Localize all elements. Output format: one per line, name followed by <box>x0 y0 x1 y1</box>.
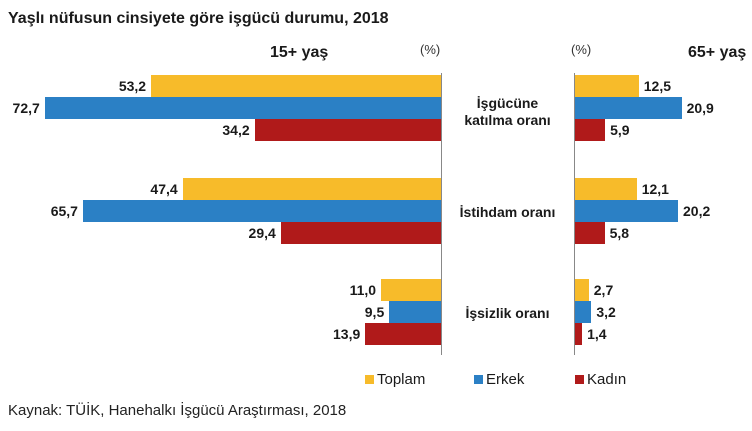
right-axis-line <box>574 73 575 355</box>
bar-erkek <box>44 97 441 119</box>
bar-toplam <box>381 279 441 301</box>
value-label: 5,9 <box>610 122 630 138</box>
value-label: 11,0 <box>349 282 377 298</box>
category-label-employment: İstihdam oranı <box>459 204 556 220</box>
value-label: 2,7 <box>593 282 614 298</box>
value-label: 13,9 <box>333 326 361 342</box>
legend-item-kadin: Kadın <box>575 371 626 388</box>
right-unit-label: (%) <box>571 42 592 57</box>
bar-erkek <box>389 301 441 323</box>
left-unit-label: (%) <box>420 42 441 57</box>
legend-label: Erkek <box>486 371 525 388</box>
bar-toplam <box>151 75 441 97</box>
bar-kadın <box>280 222 441 244</box>
left-axis-line <box>441 73 442 355</box>
category-label-unemployment: İşsizlik oranı <box>465 305 550 321</box>
right-panel-header: 65+ yaş <box>688 44 747 61</box>
value-label: 12,5 <box>643 78 671 94</box>
legend-item-erkek: Erkek <box>474 371 524 388</box>
value-label: 20,2 <box>683 203 711 219</box>
bar-toplam <box>182 178 441 200</box>
bar-erkek <box>575 301 592 323</box>
category-label-line: İşgücüne <box>476 95 539 111</box>
value-label: 9,5 <box>364 304 385 320</box>
bar-toplam <box>575 75 639 97</box>
legend-swatch-icon <box>575 375 584 384</box>
value-label: 53,2 <box>118 78 147 94</box>
category-label-participation: İşgücüne katılma oranı <box>450 95 565 129</box>
value-label: 47,4 <box>150 181 178 197</box>
value-label: 3,2 <box>596 304 616 320</box>
bar-erkek <box>575 200 679 222</box>
bar-toplam <box>575 279 589 301</box>
value-label: 20,9 <box>686 100 714 116</box>
legend-label: Kadın <box>587 371 627 388</box>
bar-kadın <box>575 222 605 244</box>
bar-kadın <box>254 119 441 141</box>
value-label: 65,7 <box>50 203 78 219</box>
value-label: 72,7 <box>12 100 40 116</box>
legend-swatch-icon <box>474 375 483 384</box>
bar-kadın <box>575 119 606 141</box>
legend-label: Toplam <box>377 371 426 388</box>
source-note: Kaynak: TÜİK, Hanehalkı İşgücü Araştırma… <box>8 402 347 419</box>
legend-swatch-icon <box>365 375 374 384</box>
chart-title: Yaşlı nüfusun cinsiyete göre işgücü duru… <box>8 10 389 27</box>
bar-kadın <box>365 323 441 345</box>
left-panel-header: 15+ yaş <box>270 44 329 61</box>
value-label: 5,8 <box>609 225 630 241</box>
legend-item-toplam: Toplam <box>365 371 425 388</box>
bar-toplam <box>575 178 637 200</box>
value-label: 34,2 <box>222 122 250 138</box>
value-label: 29,4 <box>248 225 276 241</box>
value-label: 1,4 <box>587 326 607 342</box>
bar-erkek <box>575 97 682 119</box>
bar-erkek <box>82 200 441 222</box>
bar-kadın <box>575 323 583 345</box>
category-label-line: katılma oranı <box>464 112 551 128</box>
value-label: 12,1 <box>641 181 669 197</box>
